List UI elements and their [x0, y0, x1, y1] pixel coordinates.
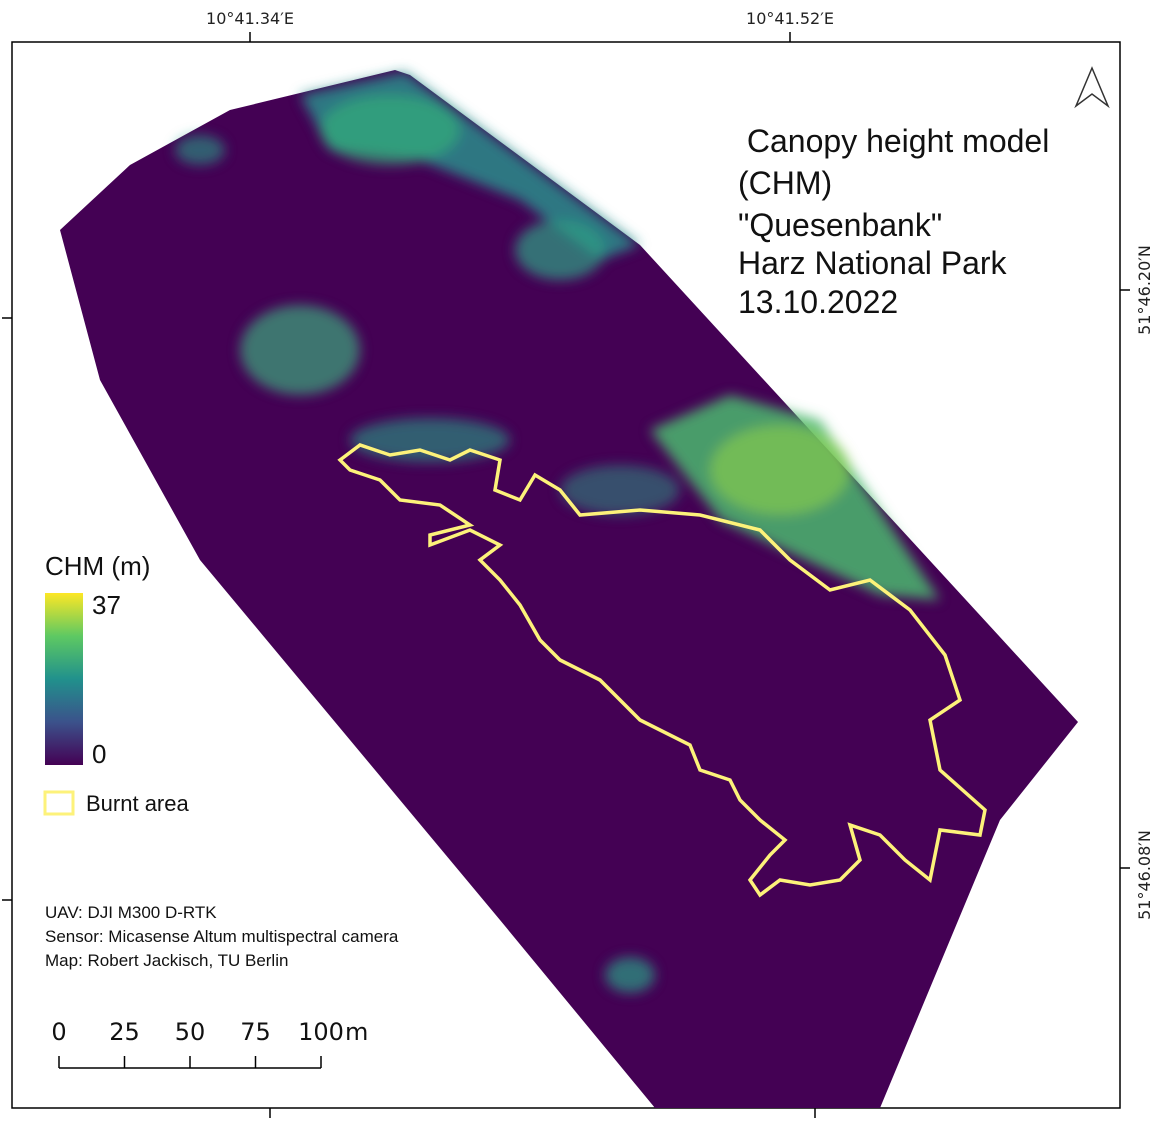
coord-label: 51°46.08′N — [1135, 830, 1154, 920]
scale-label: 75 — [240, 1018, 271, 1046]
credit: Sensor: Micasense Altum multispectral ca… — [45, 927, 399, 946]
scale-label: 25 — [109, 1018, 140, 1046]
legend-max: 37 — [92, 590, 121, 620]
scale-label: 100 — [298, 1018, 344, 1046]
scale-unit: m — [345, 1018, 368, 1046]
scale-label: 50 — [175, 1018, 206, 1046]
credit: UAV: DJI M300 D-RTK — [45, 903, 217, 922]
title-line: Canopy height model — [738, 123, 1049, 159]
coord-label: 51°46.20′N — [1135, 245, 1154, 335]
legend-ramp — [45, 593, 83, 765]
map-title: Canopy height model (CHM) "Quesenbank" H… — [738, 123, 1049, 320]
legend-min: 0 — [92, 739, 106, 769]
north-arrow — [1076, 68, 1108, 106]
title-line: "Quesenbank" — [738, 207, 942, 243]
legend-burnt-label: Burnt area — [86, 791, 189, 816]
coord-label: 10°41.52′E — [746, 9, 834, 28]
credit: Map: Robert Jackisch, TU Berlin — [45, 951, 288, 970]
title-line: (CHM) — [738, 165, 832, 201]
title-line: 13.10.2022 — [738, 284, 898, 320]
scale-label: 0 — [51, 1018, 66, 1046]
title-line: Harz National Park — [738, 245, 1008, 281]
map: 10°41.34′E 10°41.52′E 51°46.20′N 51°46.0… — [0, 0, 1164, 1124]
legend-title: CHM (m) — [45, 551, 150, 581]
coord-label: 10°41.34′E — [206, 9, 294, 28]
legend-burnt-swatch — [45, 792, 73, 814]
